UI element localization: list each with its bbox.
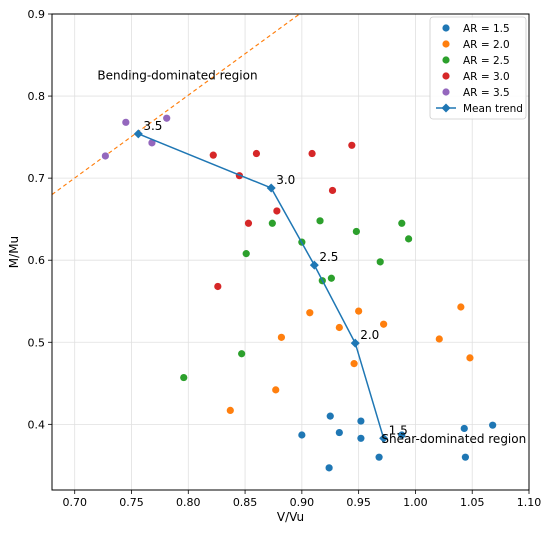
- point-series-1: [457, 303, 465, 311]
- point-series-1: [335, 323, 343, 332]
- point-series-0: [489, 421, 497, 429]
- point-series-2: [316, 217, 324, 225]
- y-axis-label: M/Mu: [7, 236, 21, 268]
- mean-trend: 3.5 3.0 2.5 2.0 1.5: [133, 119, 408, 443]
- legend-marker: [442, 56, 450, 64]
- mean-trend-marker: [379, 433, 389, 443]
- x-tick-label: 1.00: [403, 496, 428, 509]
- point-series-2: [238, 350, 246, 358]
- point-series-1: [380, 320, 388, 328]
- point-series-4: [101, 152, 109, 160]
- point-series-1: [277, 333, 286, 341]
- y-tick-label: 0.7: [28, 172, 46, 185]
- x-tick-label: 0.95: [346, 496, 371, 509]
- point-series-2: [376, 258, 384, 266]
- x-tick-label: 1.10: [517, 496, 542, 509]
- point-series-0: [460, 424, 468, 433]
- boundary-line: [52, 14, 300, 196]
- point-series-3: [209, 151, 217, 159]
- point-series-0: [398, 431, 406, 439]
- legend-label: AR = 1.5: [463, 23, 510, 35]
- data-points: [101, 114, 497, 472]
- legend-label: AR = 2.0: [463, 39, 510, 51]
- point-series-2: [352, 227, 360, 236]
- legend-label: AR = 2.5: [463, 55, 510, 67]
- legend-marker: [442, 40, 450, 48]
- x-tick-label: 0.90: [290, 496, 315, 509]
- legend-box: [429, 16, 527, 120]
- point-series-1: [435, 335, 443, 343]
- y-tick-label: 0.9: [28, 8, 46, 21]
- x-axis-label: V/Vu: [277, 510, 304, 524]
- mean-trend-marker: [309, 260, 319, 270]
- point-series-0: [325, 464, 333, 472]
- point-series-1: [350, 360, 358, 368]
- point-series-1: [466, 354, 474, 362]
- point-series-0: [461, 453, 469, 461]
- mean-trend-label: 3.0: [276, 173, 295, 187]
- point-series-0: [335, 428, 343, 437]
- x-tick-label: 0.75: [119, 496, 144, 509]
- point-series-3: [348, 141, 356, 149]
- point-series-1: [226, 406, 234, 414]
- region-annotation: Shear-dominated region: [381, 432, 526, 446]
- point-series-1: [355, 307, 363, 315]
- point-series-2: [268, 219, 276, 227]
- axis-ticks: 0.70 0.75 0.80 0.85 0.90 0.95 1.00 1.05 1.10 0.4 0…: [28, 8, 542, 509]
- point-series-0: [298, 431, 306, 439]
- point-series-2: [327, 274, 335, 282]
- point-series-1: [272, 386, 280, 394]
- legend-label: Mean trend: [463, 103, 523, 115]
- mean-trend-label: 1.5: [389, 423, 408, 437]
- legend-marker: [441, 103, 451, 113]
- y-tick-label: 0.6: [28, 254, 46, 267]
- annotations: Bending-dominated region Shear-dominated …: [97, 69, 526, 447]
- legend-marker: [442, 72, 450, 80]
- point-series-3: [252, 149, 261, 158]
- x-tick-label: 1.05: [460, 496, 485, 509]
- legend-label: AR = 3.5: [463, 87, 510, 99]
- point-series-3: [214, 282, 222, 291]
- legend-marker: [442, 88, 450, 96]
- x-tick-label: 0.85: [233, 496, 258, 509]
- point-series-0: [357, 417, 365, 425]
- point-series-3: [273, 207, 281, 215]
- plot-frame: [51, 13, 530, 491]
- region-annotation: Bending-dominated region: [97, 69, 257, 83]
- mean-trend-label: 3.5: [143, 119, 162, 133]
- point-series-3: [308, 149, 316, 158]
- point-series-0: [357, 434, 365, 442]
- mean-trend-label: 2.5: [319, 250, 338, 264]
- boundary-dashed-line: [52, 14, 300, 196]
- mean-trend-marker: [350, 338, 360, 348]
- legend-label: AR = 3.0: [463, 71, 510, 83]
- x-tick-label: 0.80: [176, 496, 201, 509]
- y-tick-label: 0.8: [28, 90, 46, 103]
- point-series-2: [242, 250, 250, 258]
- point-series-1: [306, 309, 314, 317]
- y-tick-label: 0.5: [28, 336, 46, 349]
- mean-trend-marker: [133, 129, 143, 139]
- point-series-3: [328, 186, 337, 195]
- point-series-4: [122, 118, 130, 126]
- legend: AR = 1.5 AR = 2.0 AR = 2.5 AR = 3.0 AR = 3.5…: [429, 16, 527, 120]
- mean-trend-label: 2.0: [360, 328, 379, 342]
- point-series-4: [163, 114, 171, 122]
- point-series-0: [326, 412, 334, 420]
- point-series-2: [398, 219, 406, 227]
- x-tick-label: 0.70: [62, 496, 87, 509]
- point-series-0: [375, 453, 383, 461]
- point-series-3: [244, 219, 253, 227]
- point-series-2: [405, 235, 413, 243]
- y-tick-label: 0.4: [28, 418, 46, 431]
- legend-marker: [442, 24, 450, 32]
- point-series-4: [148, 139, 156, 147]
- mean-trend-marker: [266, 183, 276, 193]
- point-series-2: [180, 373, 188, 382]
